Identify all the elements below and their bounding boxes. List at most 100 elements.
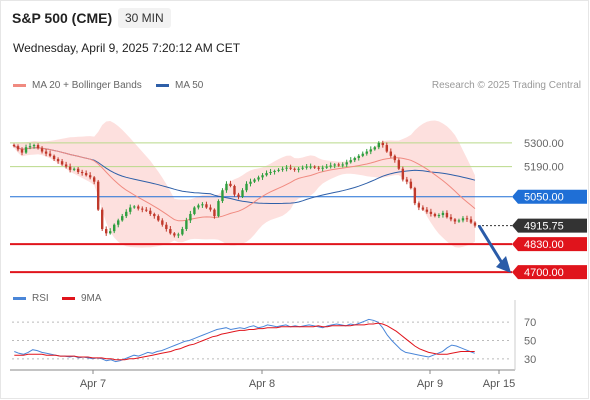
candle-body bbox=[333, 164, 336, 166]
level-label: 4700.00 bbox=[524, 267, 564, 279]
candle-body bbox=[389, 151, 393, 156]
timeframe-badge[interactable]: 30 MIN bbox=[118, 8, 171, 28]
candle-body bbox=[153, 213, 156, 217]
candle-body bbox=[273, 170, 276, 172]
candle-body bbox=[96, 181, 100, 210]
candle-body bbox=[157, 216, 160, 221]
level-label: 4915.75 bbox=[524, 221, 564, 233]
candle-body bbox=[469, 219, 473, 223]
level-tag-support bbox=[512, 237, 587, 252]
candle-body bbox=[417, 203, 421, 208]
candle-body bbox=[309, 166, 312, 168]
candle-body bbox=[24, 147, 28, 153]
candle-body bbox=[105, 229, 108, 234]
candle-body bbox=[397, 160, 401, 169]
ma20-line bbox=[13, 145, 476, 222]
candle-body bbox=[365, 151, 368, 154]
candle-body bbox=[253, 179, 256, 182]
candle-body bbox=[317, 167, 320, 169]
candle-body bbox=[133, 206, 136, 208]
bollinger-band bbox=[14, 120, 475, 248]
candle-body bbox=[20, 149, 24, 153]
candle-body bbox=[377, 142, 380, 148]
level-tag-last bbox=[512, 218, 587, 233]
candle-body bbox=[301, 167, 304, 169]
candle-body bbox=[72, 168, 76, 170]
legend-rsi-label: RSI bbox=[32, 293, 49, 304]
candle-body bbox=[145, 209, 148, 211]
candle-body bbox=[109, 231, 112, 234]
time-tick-label: Apr 15 bbox=[483, 378, 515, 390]
candle-body bbox=[337, 164, 340, 166]
candle-body bbox=[173, 233, 176, 236]
candle-body bbox=[449, 217, 453, 220]
candle-body bbox=[345, 162, 348, 165]
candle-body bbox=[64, 164, 68, 167]
candle-body bbox=[121, 216, 124, 221]
level-tag-support bbox=[512, 265, 587, 280]
candle-body bbox=[421, 207, 425, 210]
candle-body bbox=[117, 220, 120, 225]
candle-body bbox=[201, 204, 204, 206]
candle-body bbox=[293, 168, 296, 170]
candle-body bbox=[381, 142, 384, 146]
candle-body bbox=[32, 145, 36, 147]
candle-body bbox=[56, 159, 60, 162]
candle-body bbox=[60, 161, 64, 165]
candle-body bbox=[413, 188, 417, 204]
candle-body bbox=[209, 207, 212, 210]
legend-9ma-label: 9MA bbox=[81, 293, 102, 304]
candle-body bbox=[229, 183, 232, 186]
legend-rsi: RSI bbox=[13, 293, 49, 304]
candle-body bbox=[36, 145, 40, 149]
candle-body bbox=[277, 169, 280, 171]
projection-arrow-shaft bbox=[477, 224, 504, 264]
candle-body bbox=[441, 212, 445, 216]
candle-body bbox=[113, 224, 116, 232]
rsi-level-label: 70 bbox=[524, 317, 536, 329]
chart-datetime: Wednesday, April 9, 2025 7:20:12 AM CET bbox=[13, 41, 241, 55]
candle-body bbox=[285, 167, 288, 169]
candle-body bbox=[149, 210, 152, 214]
candle-body bbox=[353, 157, 356, 161]
candle-body bbox=[241, 190, 244, 197]
chart-title: S&P 500 (CME) bbox=[12, 10, 113, 26]
candle-body bbox=[193, 207, 196, 214]
candle-body bbox=[361, 153, 364, 156]
candle-body bbox=[80, 171, 84, 174]
candle-body bbox=[373, 147, 376, 150]
level-label: 5190.00 bbox=[524, 162, 564, 174]
candle-body bbox=[141, 208, 144, 210]
rsi-line bbox=[14, 318, 475, 363]
candle-body bbox=[197, 205, 200, 208]
candle-body bbox=[473, 222, 477, 226]
candle-body bbox=[257, 177, 260, 180]
candle-body bbox=[177, 234, 180, 236]
time-tick-label: Apr 9 bbox=[417, 378, 443, 390]
candle-body bbox=[261, 175, 264, 178]
candle-body bbox=[265, 173, 268, 176]
candle-body bbox=[189, 213, 192, 221]
candle-body bbox=[237, 194, 240, 197]
candle-body bbox=[48, 153, 52, 156]
candle-body bbox=[28, 146, 32, 148]
candle-body bbox=[437, 215, 441, 217]
projection-arrow-head bbox=[496, 256, 511, 274]
candle-body bbox=[217, 201, 220, 217]
candle-body bbox=[205, 204, 208, 208]
rsi-level-label: 50 bbox=[524, 336, 536, 348]
candle-body bbox=[289, 167, 292, 169]
level-tag-pivot bbox=[512, 189, 587, 204]
candle-body bbox=[329, 165, 332, 167]
candle-body bbox=[357, 155, 360, 158]
candle-body bbox=[44, 151, 48, 154]
candle-body bbox=[40, 148, 44, 152]
candle-body bbox=[137, 206, 140, 209]
candle-body bbox=[88, 175, 92, 178]
level-label: 5300.00 bbox=[524, 138, 564, 150]
rsi-level-label: 30 bbox=[524, 354, 536, 366]
candle-body bbox=[129, 207, 132, 212]
candle-body bbox=[169, 229, 172, 234]
